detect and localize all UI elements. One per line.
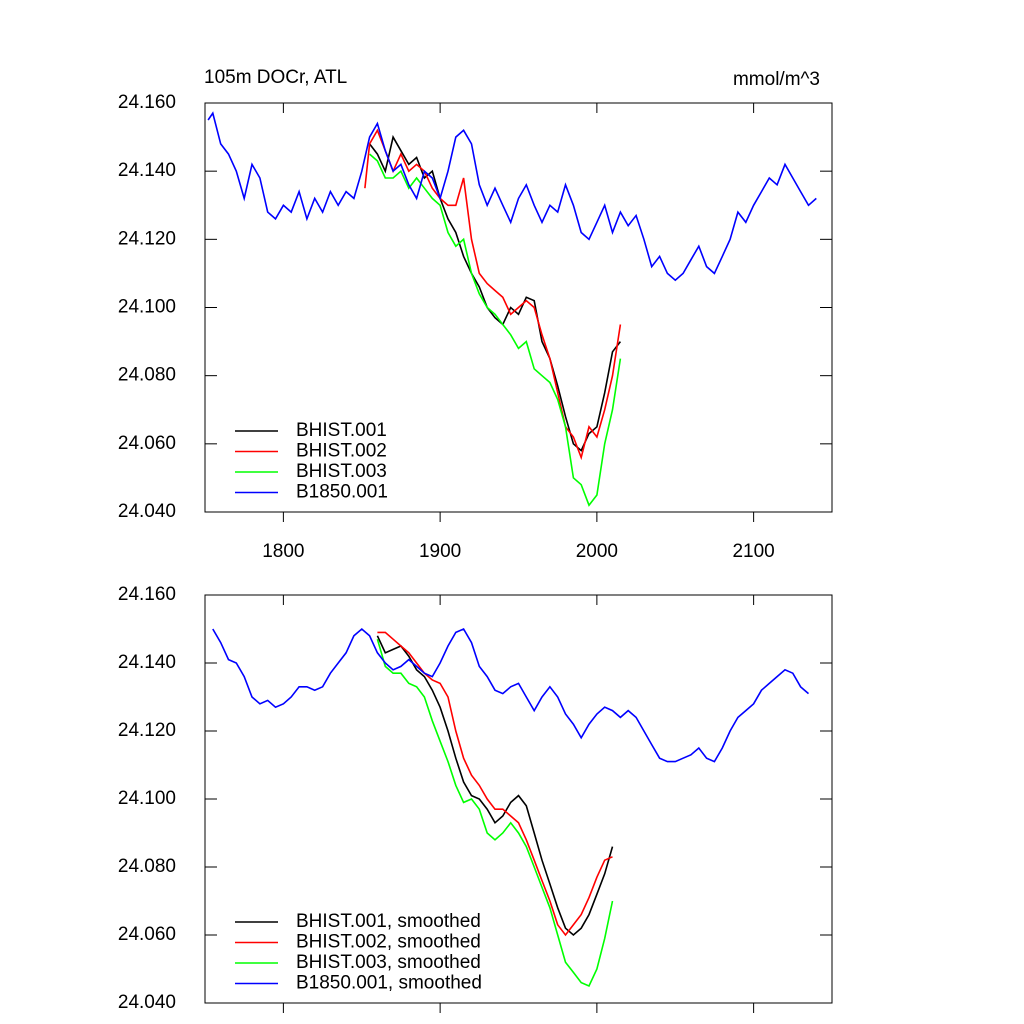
y-tick-label: 24.060 <box>118 433 176 454</box>
legend-label: BHIST.002 <box>296 441 387 462</box>
series-line <box>368 134 622 452</box>
legend-label: BHIST.003 <box>296 461 387 482</box>
y-tick-label: 24.060 <box>118 924 176 945</box>
legend-label: BHIST.003, smoothed <box>296 952 481 973</box>
series-line <box>207 111 817 282</box>
x-tick-label: 2000 <box>576 541 618 562</box>
y-tick-label: 24.140 <box>118 160 176 181</box>
y-tick-label: 24.040 <box>118 992 176 1013</box>
series-line <box>377 631 613 937</box>
y-tick-label: 24.080 <box>118 856 176 877</box>
series-line <box>212 627 810 763</box>
y-tick-label: 24.120 <box>118 720 176 741</box>
legend-label: BHIST.001 <box>296 420 387 441</box>
x-tick-label: 1900 <box>419 541 461 562</box>
y-tick-label: 24.100 <box>118 297 176 318</box>
legend-label: B1850.001, smoothed <box>296 973 482 994</box>
series-line <box>369 153 622 507</box>
y-tick-label: 24.040 <box>118 501 176 522</box>
x-tick-label: 2100 <box>732 541 774 562</box>
y-tick-label: 24.080 <box>118 365 176 386</box>
y-tick-label: 24.160 <box>118 584 176 605</box>
y-tick-label: 24.160 <box>118 92 176 113</box>
legend-label: BHIST.001, smoothed <box>296 911 481 932</box>
legend-label: B1850.001 <box>296 482 388 503</box>
y-tick-label: 24.120 <box>118 228 176 249</box>
x-tick-label: 1800 <box>262 541 304 562</box>
chart-title: 105m DOCr, ATL <box>204 67 347 88</box>
y-tick-label: 24.100 <box>118 788 176 809</box>
series-line <box>376 638 614 988</box>
series-line <box>364 128 622 461</box>
legend-label: BHIST.002, smoothed <box>296 932 481 953</box>
series-line <box>376 635 614 937</box>
y-tick-label: 24.140 <box>118 652 176 673</box>
units-label: mmol/m^3 <box>733 69 820 90</box>
